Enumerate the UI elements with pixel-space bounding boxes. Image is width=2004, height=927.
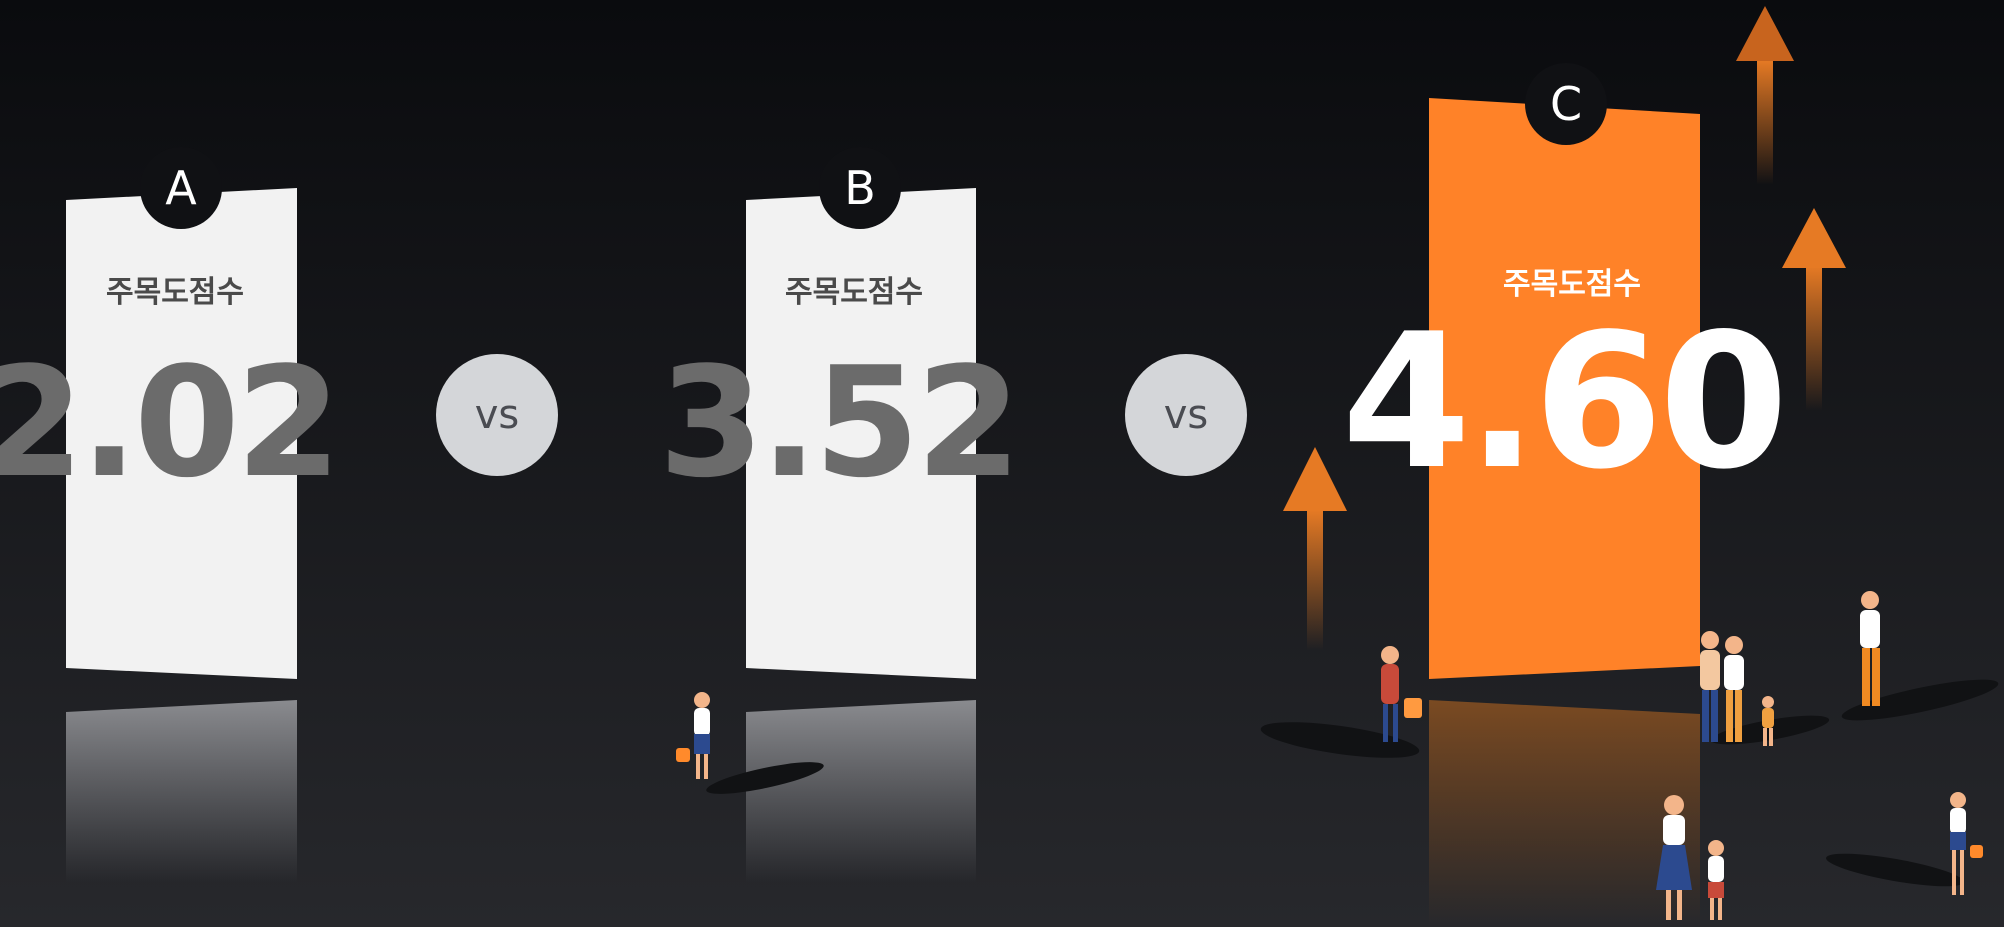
shadow — [706, 762, 824, 794]
shadow — [1260, 722, 1420, 758]
vs-label: vs — [475, 392, 520, 438]
card — [746, 188, 976, 679]
vs-label: vs — [1164, 392, 1209, 438]
person — [1950, 792, 1983, 895]
reflection — [746, 700, 976, 882]
badge: B — [844, 161, 876, 215]
badge: C — [1550, 77, 1582, 131]
arrow — [1283, 447, 1347, 650]
reflection — [66, 700, 297, 882]
caption: 주목도점수 — [1503, 267, 1641, 302]
person — [1656, 795, 1724, 920]
card — [66, 188, 297, 679]
badge-circle — [1525, 63, 1607, 145]
score: 4.60 — [1342, 293, 1785, 510]
person — [676, 692, 710, 779]
person — [1381, 646, 1422, 742]
vs-circle — [436, 354, 558, 476]
person — [1860, 591, 1880, 706]
vs-circle — [1125, 354, 1247, 476]
score: 3.52 — [658, 334, 1017, 511]
reflection — [1429, 700, 1700, 927]
shadow — [1826, 853, 1964, 887]
caption: 주목도점수 — [785, 275, 923, 310]
score: 2.02 — [0, 334, 338, 511]
badge-circle — [819, 147, 901, 229]
badge: A — [165, 161, 197, 215]
person — [1700, 631, 1774, 746]
shadow — [1841, 679, 1999, 721]
arrow — [1736, 6, 1794, 185]
badge-circle — [140, 147, 222, 229]
arrow — [1782, 208, 1846, 411]
card — [1429, 98, 1700, 679]
caption: 주목도점수 — [106, 275, 244, 310]
